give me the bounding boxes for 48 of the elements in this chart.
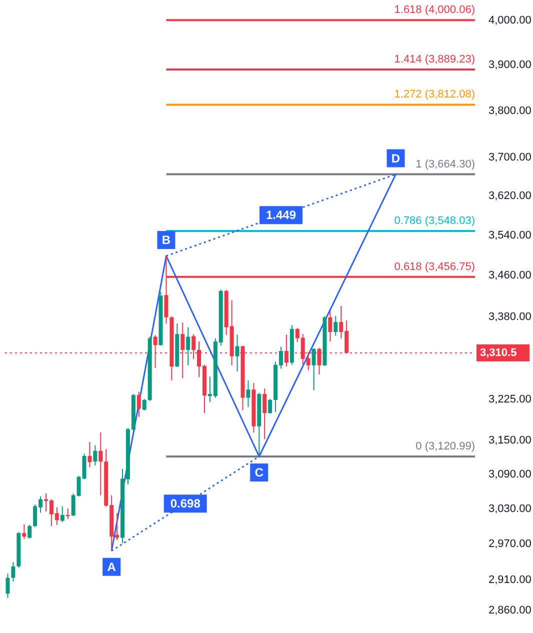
annotation: 0.698 <box>170 496 201 511</box>
candlestick <box>6 573 10 598</box>
y-tick-label: 2,970.00 <box>488 538 532 550</box>
ref-line-label: 1.618 (4,000.06) <box>394 4 475 16</box>
y-tick-label: 3,030.00 <box>488 503 532 516</box>
y-tick-label: 2,860.00 <box>488 604 532 617</box>
candlestick <box>28 524 32 539</box>
y-tick-label: 3,090.00 <box>488 468 532 481</box>
annotation: D <box>391 151 400 166</box>
y-tick-label: 3,900.00 <box>488 59 532 72</box>
candlestick <box>186 326 190 366</box>
ref-line-label: 0.786 (3,548.03) <box>394 214 475 227</box>
y-tick-label: 3,540.00 <box>488 229 532 242</box>
ref-line-label: 1.272 (3,812.08) <box>394 88 475 101</box>
candlestick <box>11 562 16 582</box>
y-tick-label: 4,000.00 <box>488 14 532 27</box>
candlestick <box>88 441 92 468</box>
candlestick <box>328 310 332 342</box>
candlestick <box>312 348 316 391</box>
ref-line-label: 0 (3,120.99) <box>416 440 475 453</box>
y-tick-label: 3,700.00 <box>488 152 532 164</box>
ref-line-label: 3,310.5 <box>480 346 517 359</box>
candlestick <box>246 380 250 408</box>
candlestick <box>235 334 240 372</box>
candlestick <box>284 334 288 367</box>
candlestick <box>60 506 64 522</box>
ref-line-label: 1.414 (3,889.23) <box>394 54 475 66</box>
y-tick-label: 3,150.00 <box>488 434 532 447</box>
candlestick <box>22 524 26 540</box>
y-tick-label: 3,380.00 <box>488 310 532 323</box>
candlestick <box>136 391 141 418</box>
y-tick-label: 3,225.00 <box>488 393 532 406</box>
candlestick <box>334 315 338 336</box>
y-tick-label: 2,910.00 <box>488 574 532 586</box>
candlestick <box>262 388 267 440</box>
y-tick-label: 3,800.00 <box>488 104 532 117</box>
candlestick <box>268 398 272 414</box>
annotation: 1.449 <box>266 208 296 222</box>
candlestick <box>93 444 98 466</box>
annotation: A <box>107 560 116 574</box>
ref-line-label: 0.618 (3,456.75) <box>394 260 475 273</box>
candlestick <box>142 398 146 411</box>
y-tick-label: 3,460.00 <box>488 270 532 282</box>
annotation: C <box>254 466 264 480</box>
annotation: B <box>162 232 171 247</box>
candlestick <box>98 432 103 496</box>
ref-line-label: 1 (3,664.30) <box>416 158 475 170</box>
y-tick-label: 3,620.00 <box>488 190 532 202</box>
